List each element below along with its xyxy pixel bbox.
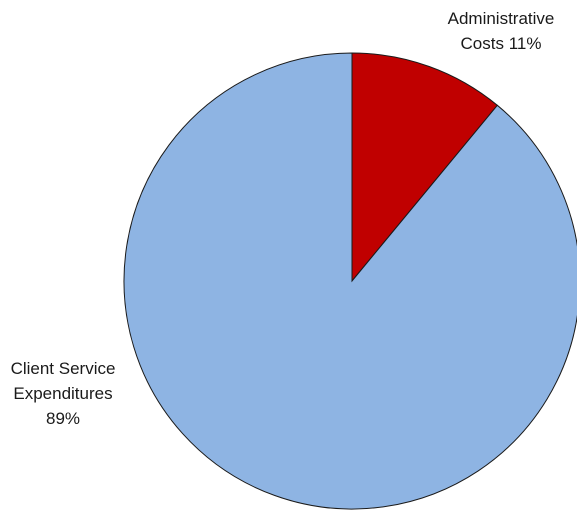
data-label-administrative-costs-line2: Costs 11% — [460, 34, 542, 53]
data-label-administrative-costs-line1: Administrative — [447, 9, 555, 28]
data-label-administrative-costs: Administrative Costs 11% — [436, 6, 566, 56]
data-label-client-service-line3: 89% — [45, 409, 81, 428]
data-label-client-service-line2: Expenditures — [13, 384, 113, 403]
data-label-client-service-line1: Client Service — [10, 359, 116, 378]
data-label-client-service-expenditures: Client Service Expenditures 89% — [0, 356, 128, 431]
pie-slice-client-service-expenditures — [123, 52, 577, 510]
pie-slice-administrative-costs — [351, 52, 499, 283]
